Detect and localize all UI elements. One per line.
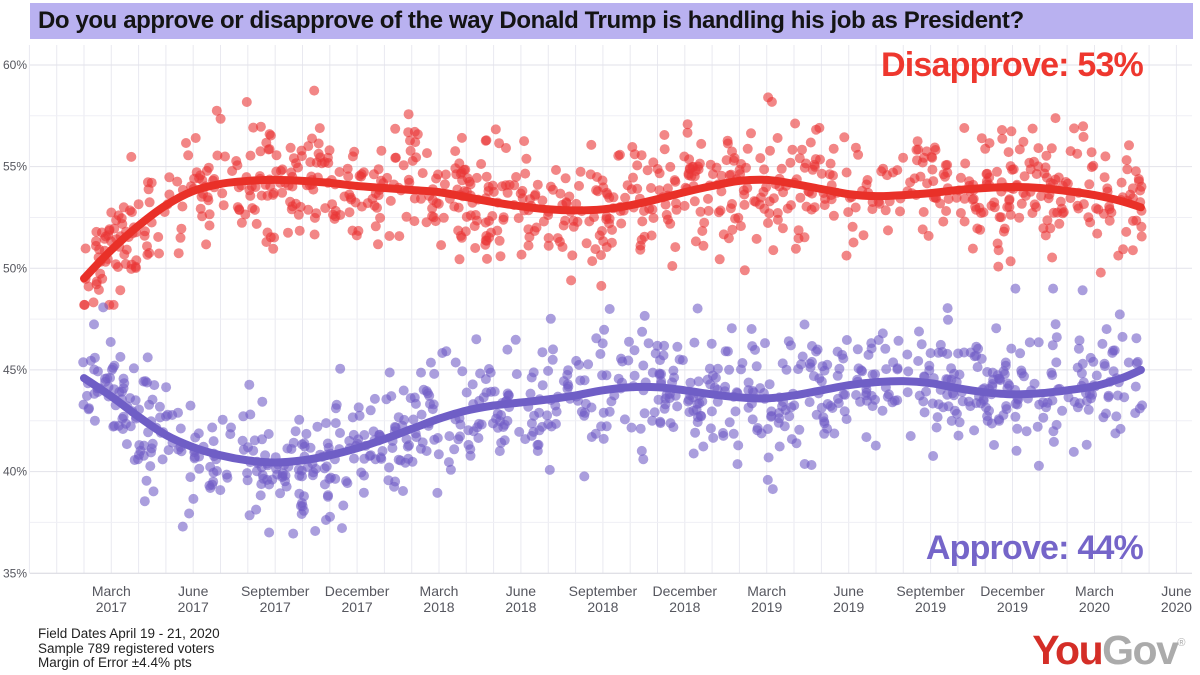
svg-text:2019: 2019	[833, 599, 864, 615]
svg-text:2017: 2017	[342, 599, 373, 615]
svg-text:December: December	[980, 583, 1045, 599]
svg-text:June: June	[1161, 583, 1192, 599]
logo-gov: Gov	[1102, 627, 1179, 673]
svg-text:45%: 45%	[3, 363, 27, 377]
chart-title: Do you approve or disapprove of the way …	[30, 3, 1193, 39]
svg-text:2018: 2018	[587, 599, 618, 615]
svg-text:March: March	[92, 583, 131, 599]
svg-text:September: September	[241, 583, 310, 599]
y-axis-labels: 60% 55% 50% 45% 40% 35%	[3, 58, 27, 580]
scatter-approve	[78, 283, 1148, 539]
svg-text:2020: 2020	[1161, 599, 1192, 615]
svg-text:September: September	[569, 583, 638, 599]
approve-value-label: Approve: 44%	[925, 529, 1144, 567]
margin-of-error-note: Margin of Error ±4.4% pts	[38, 655, 192, 670]
logo-you: You	[1032, 627, 1103, 673]
trend-approve	[80, 365, 1145, 467]
svg-text:50%: 50%	[3, 261, 27, 275]
svg-text:December: December	[653, 583, 718, 599]
yougov-logo: YouGov®	[1032, 627, 1185, 673]
svg-text:2019: 2019	[751, 599, 782, 615]
svg-text:2017: 2017	[260, 599, 291, 615]
chart-footnotes: Field Dates April 19 - 21, 2020 Sample 7…	[38, 626, 220, 671]
disapprove-value-label: Disapprove: 53%	[881, 46, 1144, 84]
svg-text:March: March	[747, 583, 786, 599]
svg-text:2020: 2020	[1079, 599, 1110, 615]
svg-text:June: June	[178, 583, 209, 599]
field-dates-note: Field Dates April 19 - 21, 2020	[38, 626, 220, 641]
svg-text:June: June	[834, 583, 865, 599]
svg-text:2019: 2019	[997, 599, 1028, 615]
x-axis-labels: March2017June2017September2017December20…	[92, 583, 1192, 615]
svg-text:2018: 2018	[669, 599, 700, 615]
sample-size-note: Sample 789 registered voters	[38, 640, 215, 656]
registered-mark: ®	[1177, 637, 1185, 649]
svg-text:60%: 60%	[3, 58, 27, 72]
svg-text:2019: 2019	[915, 599, 946, 615]
svg-text:2017: 2017	[178, 599, 209, 615]
svg-text:2018: 2018	[505, 599, 536, 615]
svg-text:55%: 55%	[3, 160, 27, 174]
svg-text:December: December	[325, 583, 390, 599]
scatter-disapprove	[79, 85, 1147, 310]
svg-text:2018: 2018	[423, 599, 454, 615]
svg-text:2017: 2017	[96, 599, 127, 615]
svg-text:35%: 35%	[3, 566, 27, 580]
svg-text:40%: 40%	[3, 465, 27, 479]
svg-text:March: March	[1075, 583, 1114, 599]
svg-text:June: June	[506, 583, 537, 599]
trend-disapprove	[80, 175, 1145, 283]
svg-text:September: September	[896, 583, 965, 599]
svg-text:March: March	[420, 583, 459, 599]
